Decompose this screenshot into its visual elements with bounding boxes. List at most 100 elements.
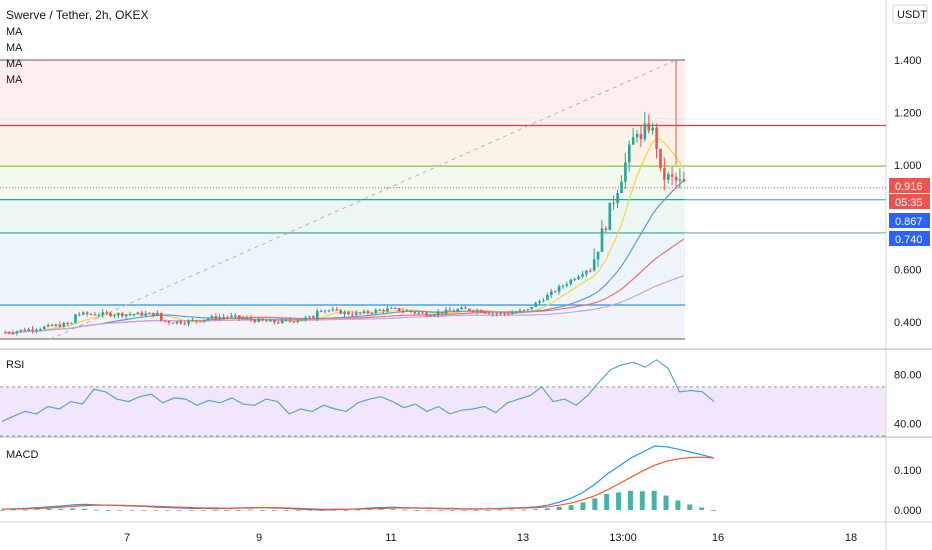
- macd-histogram-bar: [105, 510, 111, 511]
- candle-body: [82, 312, 85, 315]
- candle-body: [479, 310, 483, 313]
- candle-body: [612, 202, 615, 204]
- candle-body: [511, 312, 514, 315]
- level-tag-a: [889, 213, 930, 228]
- currency-badge[interactable]: [892, 4, 928, 24]
- candle-body: [538, 301, 541, 303]
- macd-histogram-bar: [22, 509, 28, 511]
- candle-body: [43, 326, 46, 329]
- candle-body: [66, 323, 69, 325]
- candle-body: [670, 174, 674, 177]
- rsi-panel[interactable]: [0, 359, 886, 437]
- time-tick-label: 13:00: [609, 532, 637, 544]
- candle-body: [417, 312, 420, 314]
- candle-body: [378, 309, 381, 311]
- candle-body: [358, 312, 362, 314]
- candle-body: [483, 312, 487, 314]
- macd-histogram-bar: [580, 502, 586, 510]
- macd-histogram-bar: [212, 510, 218, 511]
- macd-histogram-bar: [568, 505, 574, 510]
- macd-histogram-bar: [533, 509, 538, 510]
- axes: 1.4001.2001.0000.6000.4000.80080.0040.00…: [124, 55, 922, 544]
- candle-body: [280, 320, 284, 323]
- candle-body: [499, 312, 502, 314]
- candle-body: [397, 308, 401, 311]
- candle-body: [128, 314, 132, 316]
- candle-body: [643, 123, 647, 140]
- candle-body: [390, 307, 393, 309]
- candle-body: [635, 133, 639, 138]
- candle-body: [503, 312, 506, 314]
- macd-histogram-bar: [331, 510, 337, 511]
- candle-body: [351, 314, 354, 316]
- macd-histogram-bar: [82, 508, 88, 510]
- macd-histogram-bar: [699, 507, 705, 510]
- macd-histogram-bar: [46, 508, 52, 510]
- level-tag-b: [889, 231, 930, 246]
- macd-histogram-bar: [70, 508, 76, 510]
- candle-body: [54, 324, 58, 327]
- candle-body: [97, 315, 101, 317]
- rsi-label[interactable]: RSI: [6, 359, 24, 371]
- candle-body: [581, 274, 584, 277]
- candle-body: [62, 323, 66, 327]
- candle-body: [50, 324, 54, 327]
- candle-body: [444, 309, 448, 314]
- candle-body: [596, 251, 600, 260]
- macd-histogram-bar: [544, 508, 550, 510]
- candle-body: [475, 310, 479, 312]
- candle-body: [577, 276, 580, 280]
- candle-body: [343, 312, 346, 314]
- candle-body: [300, 319, 303, 321]
- macd-histogram-bar: [177, 510, 182, 511]
- candle-body: [144, 313, 147, 316]
- macd-histogram-bar: [651, 490, 657, 510]
- candles: [4, 60, 686, 336]
- chart-title: Swerve / Tether, 2h, OKEX: [6, 8, 149, 22]
- macd-histogram-bar: [627, 490, 633, 510]
- candle-body: [226, 316, 229, 318]
- candle-body: [31, 329, 34, 331]
- candle-body: [308, 316, 311, 318]
- macd-histogram-bar: [414, 510, 420, 511]
- macd-histogram-bar: [675, 500, 681, 510]
- macd-histogram-bar: [295, 510, 301, 511]
- candle-body: [23, 329, 27, 331]
- candle-body: [58, 324, 62, 327]
- indicator-ma-4[interactable]: MA: [6, 74, 23, 86]
- currency-label: USDT: [897, 9, 927, 21]
- candle-body: [70, 322, 73, 324]
- candle-body: [542, 300, 545, 302]
- macd-tick-label: 0.000: [894, 505, 922, 517]
- macd-label[interactable]: MACD: [6, 449, 38, 461]
- macd-histogram-bar: [711, 510, 716, 511]
- macd-histogram-bar: [521, 509, 527, 511]
- candle-body: [386, 308, 389, 312]
- candle-body: [160, 312, 163, 321]
- fib-zone: [0, 232, 685, 305]
- macd-histogram-bar: [141, 510, 147, 511]
- indicator-ma-3[interactable]: MA: [6, 58, 23, 70]
- indicator-ma-1[interactable]: MA: [6, 26, 23, 38]
- fib-retracement[interactable]: [0, 59, 886, 340]
- candle-body: [117, 313, 120, 316]
- macd-histogram-bar: [485, 510, 491, 511]
- candle-body: [604, 228, 608, 231]
- rsi-line: [1, 359, 715, 422]
- indicator-ma-2[interactable]: MA: [6, 42, 23, 54]
- candle-body: [394, 307, 397, 309]
- candle-body: [265, 320, 268, 322]
- macd-histogram-bar: [260, 510, 266, 511]
- candle-body: [269, 320, 272, 322]
- macd-panel[interactable]: [0, 445, 716, 511]
- candle-body: [409, 310, 413, 312]
- macd-histogram-bar: [473, 510, 479, 511]
- candle-body: [585, 270, 588, 275]
- candle-body: [167, 321, 171, 323]
- candle-body: [121, 313, 124, 317]
- candle-body: [631, 137, 635, 145]
- candle-body: [238, 315, 241, 318]
- candle-body: [491, 313, 495, 315]
